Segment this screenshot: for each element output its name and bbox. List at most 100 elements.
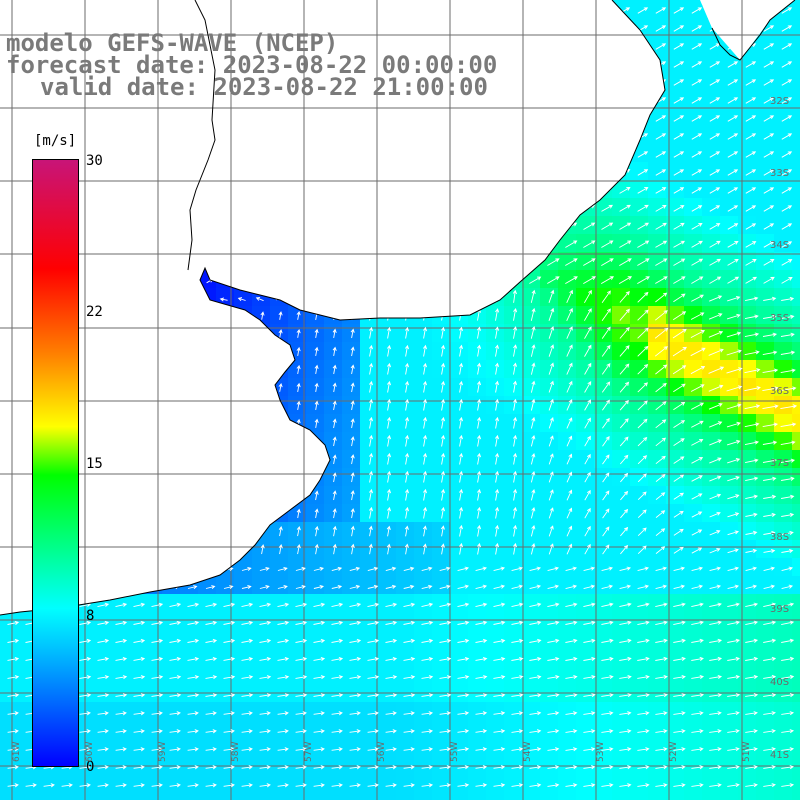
wind-arrow: [691, 294, 704, 302]
wind-speed-cell: [540, 666, 559, 685]
wind-speed-cell: [792, 468, 800, 487]
wind-arrow: [97, 602, 110, 608]
wind-arrow: [672, 311, 687, 321]
wind-arrow: [709, 223, 721, 230]
wind-arrow: [781, 765, 795, 770]
wind-speed-cell: [720, 468, 739, 487]
wind-arrow: [421, 566, 433, 572]
wind-speed-cell: [756, 594, 775, 613]
wind-arrow: [709, 729, 722, 734]
wind-speed-cell: [630, 792, 649, 800]
wind-speed-cell: [306, 774, 325, 793]
wind-speed-cell: [774, 792, 793, 800]
wind-speed-cell: [126, 648, 145, 667]
wind-arrow: [386, 525, 391, 537]
wind-speed-cell: [522, 738, 541, 757]
wind-speed-cell: [306, 396, 325, 415]
wind-arrow: [744, 422, 760, 428]
wind-speed-cell: [612, 648, 631, 667]
wind-speed-cell: [648, 738, 667, 757]
wind-speed-cell: [108, 612, 127, 631]
wind-speed-cell: [378, 342, 397, 361]
wind-speed-cell: [414, 630, 433, 649]
wind-speed-cell: [504, 702, 523, 721]
wind-arrow: [745, 259, 757, 266]
wind-arrow: [313, 765, 325, 770]
wind-speed-cell: [756, 54, 775, 73]
wind-speed-cell: [648, 504, 667, 523]
wind-arrow: [476, 470, 482, 483]
wind-arrow: [79, 693, 92, 698]
wind-speed-cell: [378, 468, 397, 487]
wind-arrow: [255, 296, 264, 302]
wind-arrow: [781, 241, 793, 248]
wind-arrow: [79, 747, 91, 752]
wind-speed-cell: [486, 540, 505, 559]
wind-arrow: [655, 455, 666, 465]
wind-speed-cell: [432, 738, 451, 757]
wind-speed-cell: [252, 648, 271, 667]
wind-arrow: [781, 277, 793, 284]
wind-arrow: [637, 747, 650, 752]
wind-speed-cell: [450, 360, 469, 379]
wind-arrow: [296, 364, 301, 374]
wind-arrow: [763, 25, 775, 32]
wind-arrow: [493, 638, 506, 643]
wind-speed-cell: [612, 630, 631, 649]
wind-speed-cell: [252, 630, 271, 649]
wind-speed-cell: [450, 396, 469, 415]
wind-arrow: [314, 543, 319, 555]
wind-arrow: [566, 417, 573, 429]
wind-arrow: [601, 204, 614, 212]
wind-speed-cell: [324, 396, 343, 415]
wind-arrow: [511, 729, 524, 734]
wind-speed-cell: [432, 486, 451, 505]
wind-speed-cell: [324, 558, 343, 577]
wind-speed-cell: [720, 180, 739, 199]
wind-arrow: [223, 747, 235, 752]
wind-arrow: [727, 223, 739, 230]
wind-arrow: [367, 584, 379, 589]
wind-arrow: [494, 488, 500, 501]
wind-speed-cell: [486, 756, 505, 775]
wind-arrow: [494, 506, 500, 519]
wind-speed-cell: [468, 792, 487, 800]
wind-speed-cell: [666, 702, 685, 721]
wind-speed-cell: [306, 612, 325, 631]
wind-speed-cell: [774, 36, 793, 55]
wind-speed-cell: [612, 270, 631, 289]
wind-arrow: [744, 404, 761, 410]
wind-speed-cell: [738, 72, 757, 91]
wind-speed-cell: [522, 414, 541, 433]
wind-arrow: [601, 711, 614, 716]
wind-arrow: [169, 620, 182, 625]
wind-arrow: [314, 508, 319, 519]
wind-speed-cell: [432, 540, 451, 559]
wind-speed-cell: [270, 576, 289, 595]
wind-speed-cell: [504, 774, 523, 793]
wind-arrow: [476, 362, 482, 375]
wind-arrow: [403, 765, 415, 770]
wind-speed-cell: [324, 378, 343, 397]
wind-speed-cell: [702, 792, 721, 800]
wind-speed-cell: [792, 252, 800, 271]
wind-arrow: [619, 674, 632, 680]
colorbar-tick-0: 0: [86, 759, 95, 775]
wind-arrow: [115, 729, 127, 734]
wind-arrow: [584, 471, 591, 483]
wind-speed-cell: [270, 540, 289, 559]
wind-arrow: [349, 602, 362, 608]
wind-arrow: [476, 344, 482, 357]
lat-label-41s: 41S: [770, 750, 790, 761]
wind-arrow: [493, 729, 506, 734]
wind-arrow: [709, 584, 722, 590]
wind-speed-cell: [486, 306, 505, 325]
wind-arrow: [781, 692, 795, 698]
wind-arrow: [727, 169, 739, 176]
wind-arrow: [548, 344, 555, 357]
wind-speed-cell: [756, 324, 775, 343]
wind-arrow: [223, 711, 235, 716]
wind-arrow: [350, 525, 355, 537]
wind-speed-cell: [450, 378, 469, 397]
wind-arrow: [691, 693, 705, 698]
